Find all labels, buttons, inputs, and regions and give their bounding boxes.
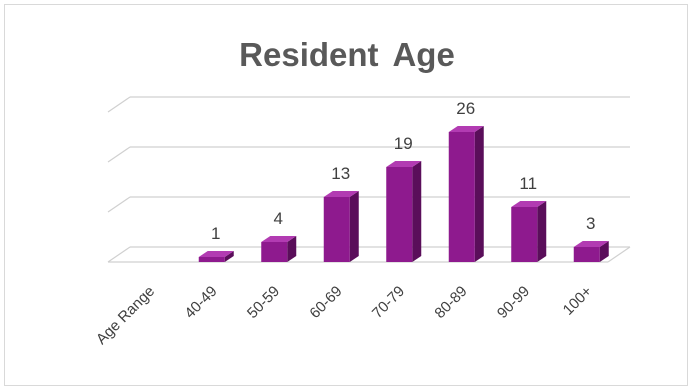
data-label: 26	[456, 99, 475, 118]
data-label: 3	[586, 214, 595, 233]
gridline	[107, 146, 630, 163]
chart-title: Resident Age	[239, 36, 455, 73]
bar	[261, 236, 297, 262]
gridline	[107, 246, 630, 263]
bar	[448, 126, 484, 262]
category-label: Age Range	[93, 283, 158, 348]
bar	[573, 241, 609, 262]
gridline	[107, 196, 630, 213]
bar	[511, 201, 547, 262]
data-label: 13	[331, 164, 350, 183]
category-labels: Age Range 40-49 50-59 60-69 70-79 80-89 90-99 1…	[93, 283, 596, 348]
category-label: 70-79	[369, 283, 408, 322]
bar	[198, 251, 234, 262]
data-label: 4	[274, 209, 283, 228]
gridline	[107, 96, 630, 113]
bars	[198, 126, 609, 262]
data-label: 1	[211, 224, 220, 243]
bar	[323, 191, 359, 262]
category-label: 50-59	[244, 283, 283, 322]
data-labels: 1 4 13 19 26 11 3	[211, 99, 595, 243]
category-label: 100+	[560, 283, 596, 319]
category-label: 40-49	[181, 283, 220, 322]
category-label: 60-69	[306, 283, 345, 322]
data-label: 11	[519, 174, 537, 193]
data-label: 19	[394, 134, 413, 153]
category-label: 90-99	[494, 283, 533, 322]
floor-right-edge	[607, 246, 631, 263]
bar	[386, 161, 422, 262]
category-label: 80-89	[431, 283, 470, 322]
gridlines	[107, 96, 631, 263]
